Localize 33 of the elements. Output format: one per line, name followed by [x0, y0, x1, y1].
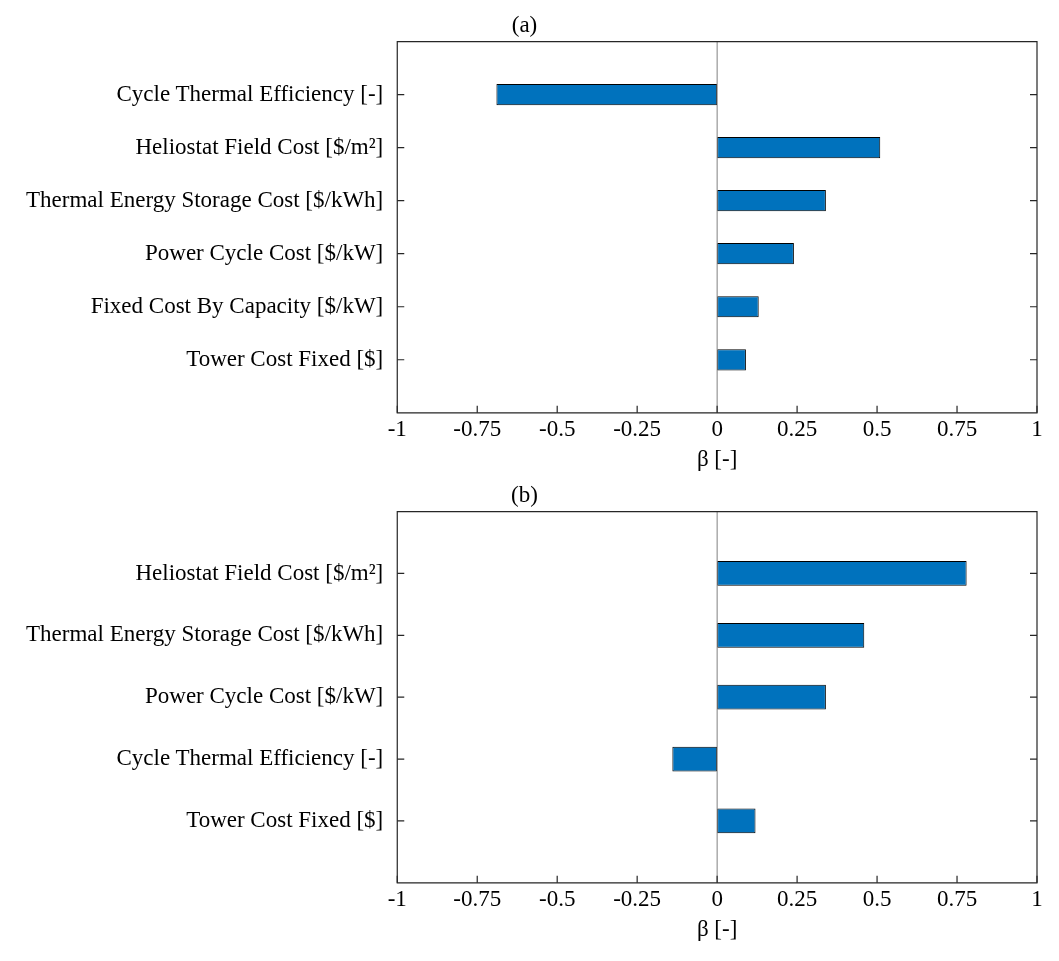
x-tick-label: 0.25	[776, 885, 818, 911]
x-tick-label: -0.25	[613, 885, 662, 911]
y-tick-label: Heliostat Field Cost [$/m²]	[135, 133, 384, 159]
x-tick-label: 0.25	[776, 415, 818, 441]
y-tick-label: Power Cycle Cost [$/kW]	[145, 239, 384, 265]
y-tick-label: Fixed Cost By Capacity [$/kW]	[90, 292, 384, 318]
x-tick-label: -0.5	[538, 415, 576, 441]
x-tick-label: 0.75	[936, 415, 978, 441]
x-tick-label: 0	[711, 415, 723, 441]
y-tick-label: Heliostat Field Cost [$/m²]	[135, 559, 384, 585]
y-tick-label: Power Cycle Cost [$/kW]	[145, 683, 384, 709]
x-tick-label: -0.75	[453, 885, 502, 911]
y-tick-label: Thermal Energy Storage Cost [$/kWh]	[26, 621, 384, 647]
x-tick-label: 1	[1031, 885, 1043, 911]
y-tick-label: Cycle Thermal Efficiency [-]	[116, 745, 384, 771]
x-tick-label: 0	[711, 885, 723, 911]
y-tick-label: Tower Cost Fixed [$]	[186, 806, 384, 832]
x-axis-title: β [-]	[696, 446, 738, 472]
x-tick-label: -0.75	[453, 415, 502, 441]
y-tick-label: Cycle Thermal Efficiency [-]	[116, 80, 384, 106]
x-tick-label: -0.25	[613, 415, 662, 441]
x-tick-label: 0.75	[936, 885, 978, 911]
x-tick-label: 0.5	[862, 885, 892, 911]
x-tick-label: 1	[1031, 415, 1043, 441]
x-tick-label: -0.5	[538, 885, 576, 911]
y-tick-label: Tower Cost Fixed [$]	[186, 345, 384, 371]
y-tick-label: Thermal Energy Storage Cost [$/kWh]	[26, 186, 384, 212]
x-tick-label: -1	[387, 885, 407, 911]
x-tick-label: 0.5	[862, 415, 892, 441]
x-axis-title: β [-]	[696, 916, 738, 942]
x-tick-label: -1	[387, 415, 407, 441]
chart-title: (a)	[511, 11, 538, 37]
chart-title: (b)	[511, 481, 538, 507]
